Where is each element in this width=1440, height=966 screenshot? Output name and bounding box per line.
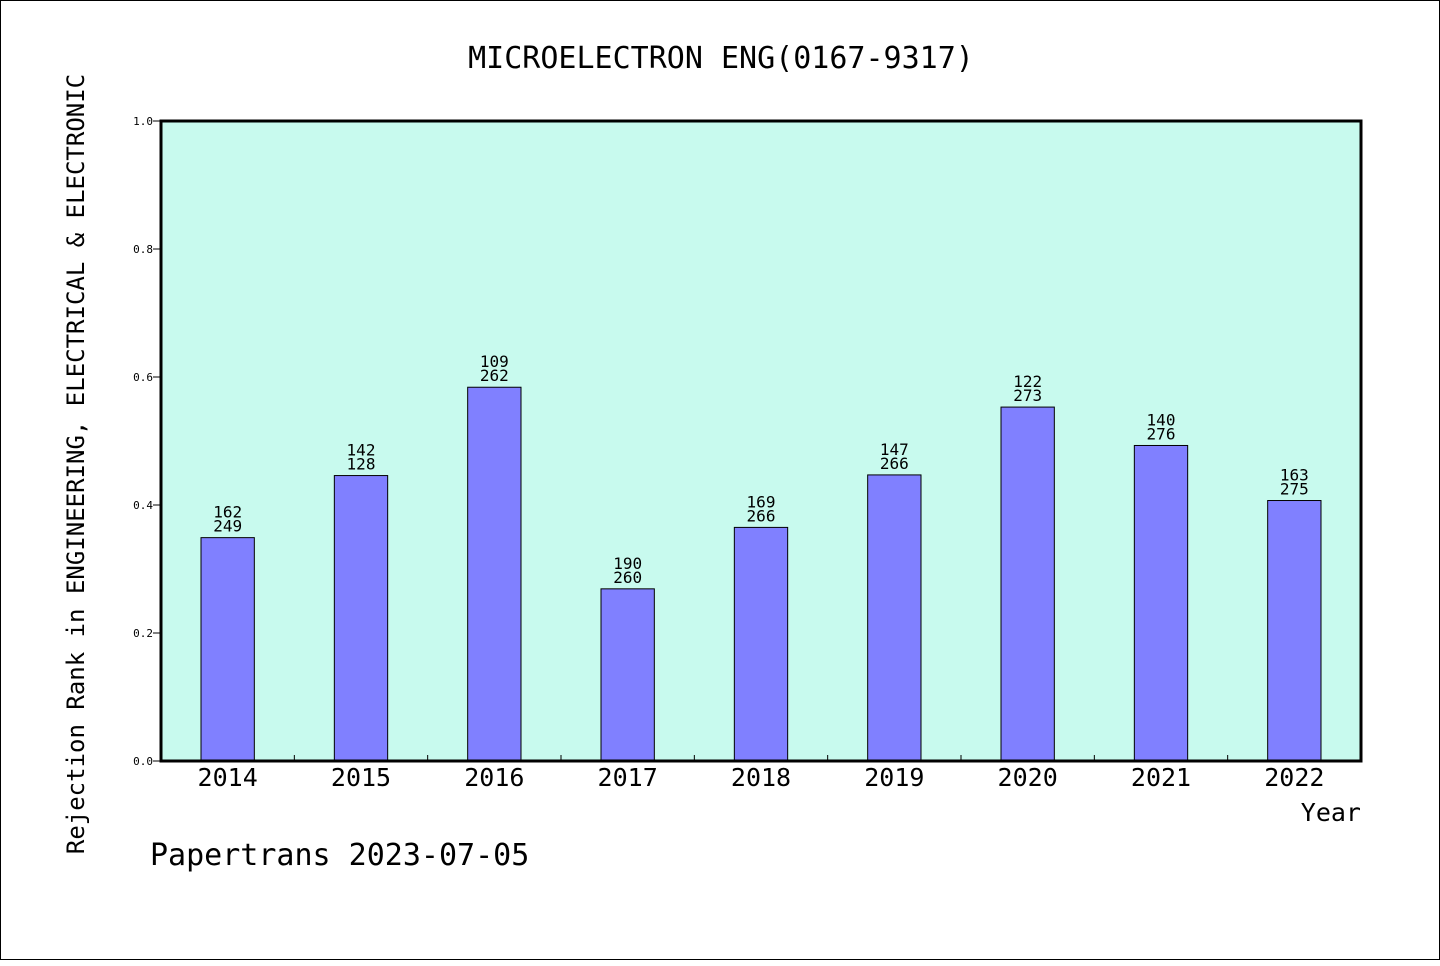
bar-label-bottom: 260	[613, 568, 642, 587]
bar-label-top: 122	[1013, 372, 1042, 391]
y-axis-label: Rejection Rank in ENGINEERING, ELECTRICA…	[62, 74, 90, 854]
bar-label-top: 162	[213, 503, 242, 522]
x-tick-label: 2015	[331, 763, 391, 792]
x-tick-label: 2020	[998, 763, 1058, 792]
x-tick-label: 2019	[864, 763, 924, 792]
bar-2017	[600, 588, 655, 762]
x-tick-label: 2021	[1131, 763, 1191, 792]
y-tick-label: 0.0	[133, 755, 153, 768]
bar-2016	[467, 386, 522, 762]
bar-2018	[733, 526, 789, 762]
chart-title: MICROELECTRON ENG(0167-9317)	[468, 41, 974, 76]
bar-label-bottom: 249	[213, 517, 242, 536]
bar-label-bottom: 262	[480, 366, 509, 385]
x-tick-label: 2018	[731, 763, 791, 792]
y-tick-label: 0.2	[133, 627, 153, 640]
bar-label-top: 142	[347, 441, 376, 460]
x-axis-label: Year	[1301, 798, 1361, 827]
bar-label-top: 169	[747, 492, 776, 511]
bar-label-bottom: 266	[880, 454, 909, 473]
y-tick-label: 0.8	[133, 243, 153, 256]
bar-labels-group: 1622491421281092621902601692661472661222…	[213, 352, 1309, 587]
bar-label-top: 147	[880, 440, 909, 459]
footer-credit: Papertrans 2023-07-05	[150, 838, 529, 873]
bar-label-top: 109	[480, 352, 509, 371]
bar-label-bottom: 275	[1280, 480, 1309, 499]
bar-label-bottom: 128	[347, 455, 376, 474]
bar-label-bottom: 273	[1013, 386, 1042, 405]
bar-2019	[867, 474, 922, 762]
bar-2020	[1000, 406, 1055, 762]
x-tick-label: 2017	[598, 763, 658, 792]
bar-2021	[1133, 444, 1189, 762]
plot-border	[159, 119, 1363, 763]
y-tick-label: 0.4	[133, 499, 153, 512]
bar-label-bottom: 276	[1147, 424, 1176, 443]
x-tick-label: 2014	[198, 763, 258, 792]
x-tick-label: 2022	[1264, 763, 1324, 792]
bar-2015	[333, 475, 389, 762]
y-tick-label: 0.6	[133, 371, 153, 384]
bar-label-top: 140	[1147, 410, 1176, 429]
bar-2014	[200, 537, 255, 762]
y-axis: 0.0 0.2 0.4 0.6 0.8 1.0	[133, 115, 161, 768]
bar-2022	[1267, 500, 1322, 762]
y-tick-label: 1.0	[133, 115, 153, 128]
x-axis: 2014 2015 2016 2017 2018 2019 2020 2021 2022	[198, 755, 1324, 792]
x-tick-label: 2016	[464, 763, 524, 792]
bar-label-top: 190	[613, 554, 642, 573]
bar-label-bottom: 266	[747, 506, 776, 525]
bars-group	[200, 386, 1322, 762]
bar-label-top: 163	[1280, 466, 1309, 485]
